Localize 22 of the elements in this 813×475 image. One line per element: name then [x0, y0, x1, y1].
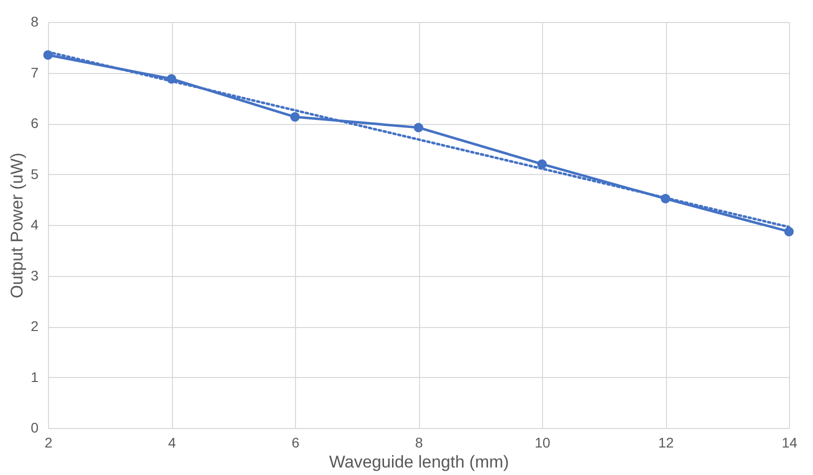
x-tick-label: 4 [168, 434, 176, 450]
point [537, 159, 547, 169]
y-tick-label: 8 [30, 14, 39, 30]
y-tick-label: 3 [30, 267, 39, 284]
x-tick-label: 10 [534, 434, 550, 450]
point [290, 112, 300, 122]
y-tick-label: 7 [30, 64, 39, 80]
y-tick-label: 6 [30, 115, 39, 131]
x-tick-label: 2 [44, 434, 53, 450]
y-tick-label: 2 [30, 318, 39, 334]
y-tick-label: 1 [30, 368, 39, 385]
x-axis-title: Waveguide length (mm) [329, 452, 509, 472]
y-tick-label: 0 [30, 420, 39, 436]
point [784, 226, 794, 236]
y-tick-label: 5 [30, 166, 39, 182]
y-tick-label: 4 [30, 216, 39, 232]
x-tick-label: 8 [415, 434, 424, 450]
point [414, 122, 424, 132]
x-tick-label: 6 [292, 434, 300, 450]
x-tick-label: 12 [658, 434, 674, 450]
x-tick-label: 14 [782, 434, 798, 450]
y-axis-title: Output Power (uW) [8, 152, 27, 298]
